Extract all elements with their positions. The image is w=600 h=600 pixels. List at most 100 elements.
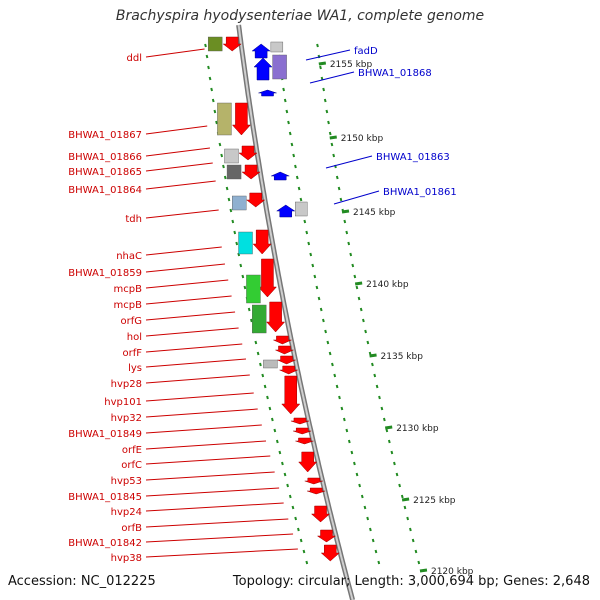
gene-label-forward: BHWA1_01865 bbox=[68, 167, 142, 178]
scale-track bbox=[325, 109, 329, 114]
label-leader bbox=[145, 440, 267, 450]
reverse-track-outer bbox=[297, 186, 301, 191]
reverse-track-outer bbox=[305, 230, 309, 235]
scale-track bbox=[351, 263, 355, 268]
forward-gene-arrow bbox=[316, 529, 337, 543]
scale-label: 2140 kbp bbox=[366, 280, 409, 290]
genome-backbone-highlight bbox=[237, 24, 354, 600]
label-leader bbox=[145, 279, 229, 289]
forward-track-outer bbox=[283, 472, 287, 477]
scale-track bbox=[375, 384, 379, 389]
gene-label-forward: hvp38 bbox=[111, 553, 142, 564]
forward-track-outer bbox=[256, 351, 260, 356]
scale-label: 2150 kbp bbox=[341, 134, 384, 144]
reverse-gene-arrow bbox=[251, 43, 271, 59]
forward-track-outer bbox=[220, 153, 224, 158]
forward-track-outer bbox=[275, 439, 279, 444]
forward-track-outer bbox=[207, 65, 210, 70]
scale-tick bbox=[369, 353, 377, 358]
reverse-gene-arrow bbox=[253, 57, 273, 81]
forward-track-outer bbox=[241, 274, 245, 279]
reverse-track-outer bbox=[331, 362, 334, 367]
reverse-track-outer bbox=[355, 472, 359, 477]
reverse-track-outer bbox=[347, 439, 351, 444]
gene-block bbox=[270, 41, 284, 53]
forward-track-outer bbox=[297, 527, 300, 532]
forward-gene-arrow bbox=[273, 335, 292, 345]
forward-gene-arrow bbox=[320, 544, 340, 562]
reverse-track-outer bbox=[287, 120, 290, 125]
scale-track bbox=[332, 153, 336, 158]
label-leader bbox=[145, 455, 271, 465]
forward-gene-arrow bbox=[241, 164, 261, 180]
scale-tick bbox=[318, 61, 327, 66]
gene-label-reverse: BHWA1_01868 bbox=[358, 68, 432, 79]
forward-gene-arrow bbox=[277, 355, 296, 365]
scale-track bbox=[319, 65, 322, 70]
accession-text: Accession: NC_012225 bbox=[8, 574, 156, 589]
label-leader bbox=[145, 295, 232, 305]
reverse-track-outer bbox=[311, 263, 315, 268]
gene-label-forward: BHWA1_01859 bbox=[68, 268, 142, 279]
scale-track bbox=[353, 274, 357, 279]
forward-track-outer bbox=[294, 516, 298, 521]
forward-gene-arrow bbox=[266, 301, 286, 333]
scale-track bbox=[371, 362, 374, 367]
gene-label-forward: orfB bbox=[121, 523, 142, 534]
scale-label: 2125 kbp bbox=[413, 496, 456, 506]
reverse-track-outer bbox=[338, 395, 341, 400]
scale-tick bbox=[384, 425, 393, 430]
scale-track bbox=[403, 505, 407, 510]
reverse-track-outer bbox=[319, 307, 323, 312]
reverse-track-outer bbox=[285, 109, 289, 114]
scale-track bbox=[366, 340, 370, 345]
forward-track-outer bbox=[215, 120, 218, 125]
scale-track bbox=[317, 54, 321, 59]
reverse-track-outer bbox=[333, 373, 337, 378]
gene-block bbox=[272, 54, 287, 80]
scale-track bbox=[357, 296, 361, 301]
label-leader bbox=[145, 548, 298, 558]
scale-track bbox=[400, 494, 404, 499]
forward-track-outer bbox=[229, 208, 233, 213]
gene-block bbox=[224, 148, 239, 164]
scale-tick bbox=[419, 568, 428, 573]
label-leader bbox=[309, 71, 355, 84]
reverse-track-outer bbox=[288, 131, 292, 136]
gene-block bbox=[252, 304, 267, 334]
label-leader bbox=[333, 190, 380, 205]
forward-gene-arrow bbox=[257, 258, 277, 298]
forward-track-outer bbox=[213, 109, 217, 114]
forward-gene-arrow bbox=[245, 192, 266, 208]
scale-track bbox=[328, 131, 332, 136]
gene-label-forward: tdh bbox=[125, 214, 142, 225]
reverse-track-outer bbox=[317, 296, 321, 301]
forward-track-outer bbox=[204, 43, 207, 48]
reverse-track-outer bbox=[360, 494, 364, 499]
reverse-track-outer bbox=[371, 538, 375, 543]
gene-label-forward: BHWA1_01842 bbox=[68, 538, 142, 549]
forward-track-outer bbox=[278, 450, 282, 455]
label-leader bbox=[145, 263, 226, 273]
genome-summary-text: Topology: circular; Length: 3,000,694 bp… bbox=[232, 574, 590, 589]
gene-label-forward: hvp32 bbox=[111, 413, 142, 424]
scale-track bbox=[395, 472, 399, 477]
reverse-track-outer bbox=[377, 560, 381, 565]
reverse-track-outer bbox=[315, 285, 319, 290]
label-leader bbox=[145, 246, 222, 256]
scale-track bbox=[337, 186, 341, 191]
gene-label-forward: BHWA1_01864 bbox=[68, 185, 142, 196]
gene-label-forward: nhaC bbox=[116, 251, 142, 262]
scale-tick bbox=[329, 135, 337, 140]
scale-label: 2145 kbp bbox=[353, 208, 396, 218]
scale-track bbox=[349, 252, 353, 257]
scale-track bbox=[393, 461, 396, 466]
label-leader bbox=[145, 408, 258, 418]
gene-label-forward: orfF bbox=[122, 348, 142, 359]
reverse-track-outer bbox=[294, 164, 297, 169]
gene-block bbox=[232, 195, 247, 211]
forward-track-outer bbox=[261, 373, 265, 378]
forward-gene-arrow bbox=[290, 417, 310, 425]
reverse-track-outer bbox=[283, 98, 287, 103]
forward-track-outer bbox=[288, 494, 292, 499]
